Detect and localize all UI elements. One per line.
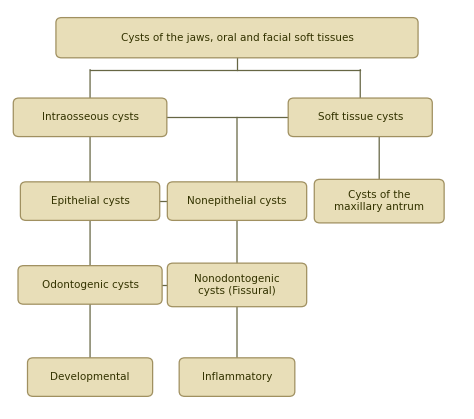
- Text: Nonodontogenic
cysts (Fissural): Nonodontogenic cysts (Fissural): [194, 274, 280, 296]
- Text: Epithelial cysts: Epithelial cysts: [51, 196, 129, 206]
- Text: Intraosseous cysts: Intraosseous cysts: [42, 112, 138, 122]
- Text: Soft tissue cysts: Soft tissue cysts: [318, 112, 403, 122]
- FancyBboxPatch shape: [13, 98, 167, 137]
- FancyBboxPatch shape: [167, 182, 307, 220]
- FancyBboxPatch shape: [56, 18, 418, 58]
- Text: Inflammatory: Inflammatory: [202, 372, 272, 382]
- Text: Cysts of the jaws, oral and facial soft tissues: Cysts of the jaws, oral and facial soft …: [120, 33, 354, 43]
- FancyBboxPatch shape: [18, 266, 162, 304]
- Text: Nonepithelial cysts: Nonepithelial cysts: [187, 196, 287, 206]
- FancyBboxPatch shape: [27, 358, 153, 396]
- FancyBboxPatch shape: [314, 179, 444, 223]
- FancyBboxPatch shape: [167, 263, 307, 307]
- Text: Developmental: Developmental: [50, 372, 130, 382]
- Text: Cysts of the
maxillary antrum: Cysts of the maxillary antrum: [334, 190, 424, 212]
- Text: Odontogenic cysts: Odontogenic cysts: [42, 280, 138, 290]
- FancyBboxPatch shape: [288, 98, 432, 137]
- FancyBboxPatch shape: [179, 358, 295, 396]
- FancyBboxPatch shape: [20, 182, 160, 220]
